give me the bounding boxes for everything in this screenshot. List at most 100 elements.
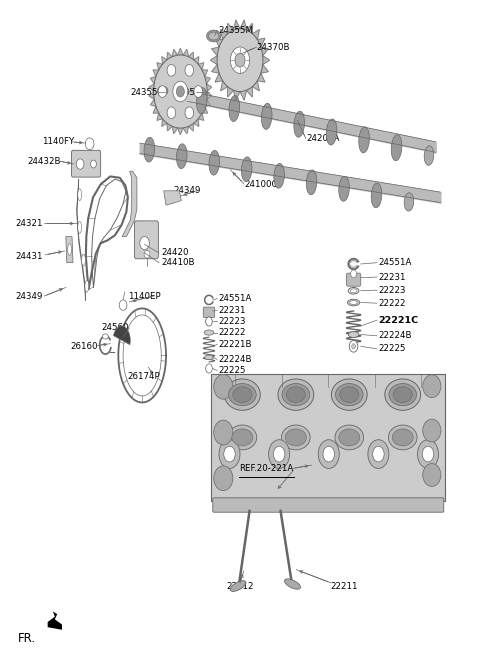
Polygon shape <box>77 179 85 300</box>
Ellipse shape <box>423 464 441 486</box>
Text: FR.: FR. <box>18 632 36 645</box>
FancyBboxPatch shape <box>203 307 215 318</box>
Ellipse shape <box>385 379 420 410</box>
Circle shape <box>349 340 358 352</box>
Ellipse shape <box>350 289 357 293</box>
Ellipse shape <box>294 111 304 137</box>
Polygon shape <box>257 73 265 82</box>
Polygon shape <box>189 123 194 131</box>
Polygon shape <box>194 119 199 127</box>
Ellipse shape <box>350 300 358 304</box>
Text: 22211: 22211 <box>331 581 358 590</box>
Polygon shape <box>149 92 154 99</box>
Polygon shape <box>228 24 234 34</box>
Text: 22231: 22231 <box>218 306 246 315</box>
Circle shape <box>76 159 84 169</box>
Polygon shape <box>240 91 246 100</box>
Text: 24349: 24349 <box>16 292 43 301</box>
Ellipse shape <box>78 222 82 234</box>
Ellipse shape <box>233 387 252 403</box>
Circle shape <box>185 107 193 119</box>
Circle shape <box>85 138 94 150</box>
Polygon shape <box>205 77 210 84</box>
Ellipse shape <box>196 88 207 113</box>
Ellipse shape <box>228 384 256 405</box>
Ellipse shape <box>285 429 306 446</box>
Ellipse shape <box>225 379 260 410</box>
Circle shape <box>158 86 167 97</box>
Ellipse shape <box>229 96 240 121</box>
Text: 22224B: 22224B <box>218 355 252 364</box>
Polygon shape <box>212 47 219 56</box>
Ellipse shape <box>423 375 441 398</box>
Ellipse shape <box>393 387 412 403</box>
Text: 26160: 26160 <box>71 342 98 351</box>
Circle shape <box>418 440 439 468</box>
Polygon shape <box>202 70 208 77</box>
Text: 24355M: 24355M <box>218 26 253 35</box>
Ellipse shape <box>208 32 219 40</box>
Polygon shape <box>172 127 178 134</box>
Ellipse shape <box>232 429 253 446</box>
Polygon shape <box>263 56 270 65</box>
Text: 22212: 22212 <box>226 581 254 590</box>
Text: 24560: 24560 <box>102 323 129 333</box>
Circle shape <box>167 64 176 76</box>
Polygon shape <box>162 56 167 64</box>
Text: 24432B: 24432B <box>28 157 61 166</box>
Ellipse shape <box>228 425 257 450</box>
Polygon shape <box>211 374 445 501</box>
Circle shape <box>352 344 356 349</box>
Ellipse shape <box>348 331 359 337</box>
Text: 22225: 22225 <box>218 366 246 375</box>
Polygon shape <box>183 127 189 134</box>
Ellipse shape <box>204 330 214 335</box>
Ellipse shape <box>157 87 168 96</box>
Polygon shape <box>198 63 204 70</box>
Text: REF.20-221A: REF.20-221A <box>239 464 293 473</box>
Circle shape <box>167 107 176 119</box>
Circle shape <box>185 64 193 76</box>
Text: 22222: 22222 <box>378 298 406 308</box>
Ellipse shape <box>391 134 402 161</box>
Text: 24100C: 24100C <box>245 180 278 189</box>
Ellipse shape <box>389 384 417 405</box>
Ellipse shape <box>262 104 272 129</box>
Text: 22225: 22225 <box>378 344 406 354</box>
Ellipse shape <box>285 579 300 589</box>
Text: 24321: 24321 <box>16 219 43 228</box>
Ellipse shape <box>209 150 219 175</box>
Polygon shape <box>212 65 219 73</box>
Circle shape <box>422 446 434 462</box>
Ellipse shape <box>82 254 85 266</box>
Circle shape <box>274 446 285 462</box>
Polygon shape <box>114 326 130 344</box>
Polygon shape <box>167 52 172 60</box>
Circle shape <box>205 317 212 326</box>
Polygon shape <box>157 63 162 70</box>
Text: 1140EP: 1140EP <box>128 292 160 301</box>
Ellipse shape <box>204 355 213 359</box>
Polygon shape <box>206 84 212 92</box>
Ellipse shape <box>214 375 233 400</box>
Polygon shape <box>234 20 240 30</box>
Ellipse shape <box>103 334 108 339</box>
Polygon shape <box>178 49 183 55</box>
Text: 24420: 24420 <box>161 249 189 257</box>
Polygon shape <box>167 123 172 131</box>
Ellipse shape <box>339 176 349 201</box>
Ellipse shape <box>286 387 305 403</box>
Circle shape <box>318 440 339 468</box>
Ellipse shape <box>177 144 187 169</box>
Ellipse shape <box>214 420 233 445</box>
Circle shape <box>194 86 203 97</box>
Text: 24355M: 24355M <box>130 89 165 97</box>
Ellipse shape <box>85 280 89 292</box>
Text: 24349: 24349 <box>173 186 201 195</box>
Circle shape <box>154 55 207 128</box>
Polygon shape <box>202 106 208 113</box>
Polygon shape <box>252 81 259 91</box>
Ellipse shape <box>326 119 337 145</box>
Text: 22221B: 22221B <box>218 340 252 349</box>
Text: 24410B: 24410B <box>161 258 195 267</box>
